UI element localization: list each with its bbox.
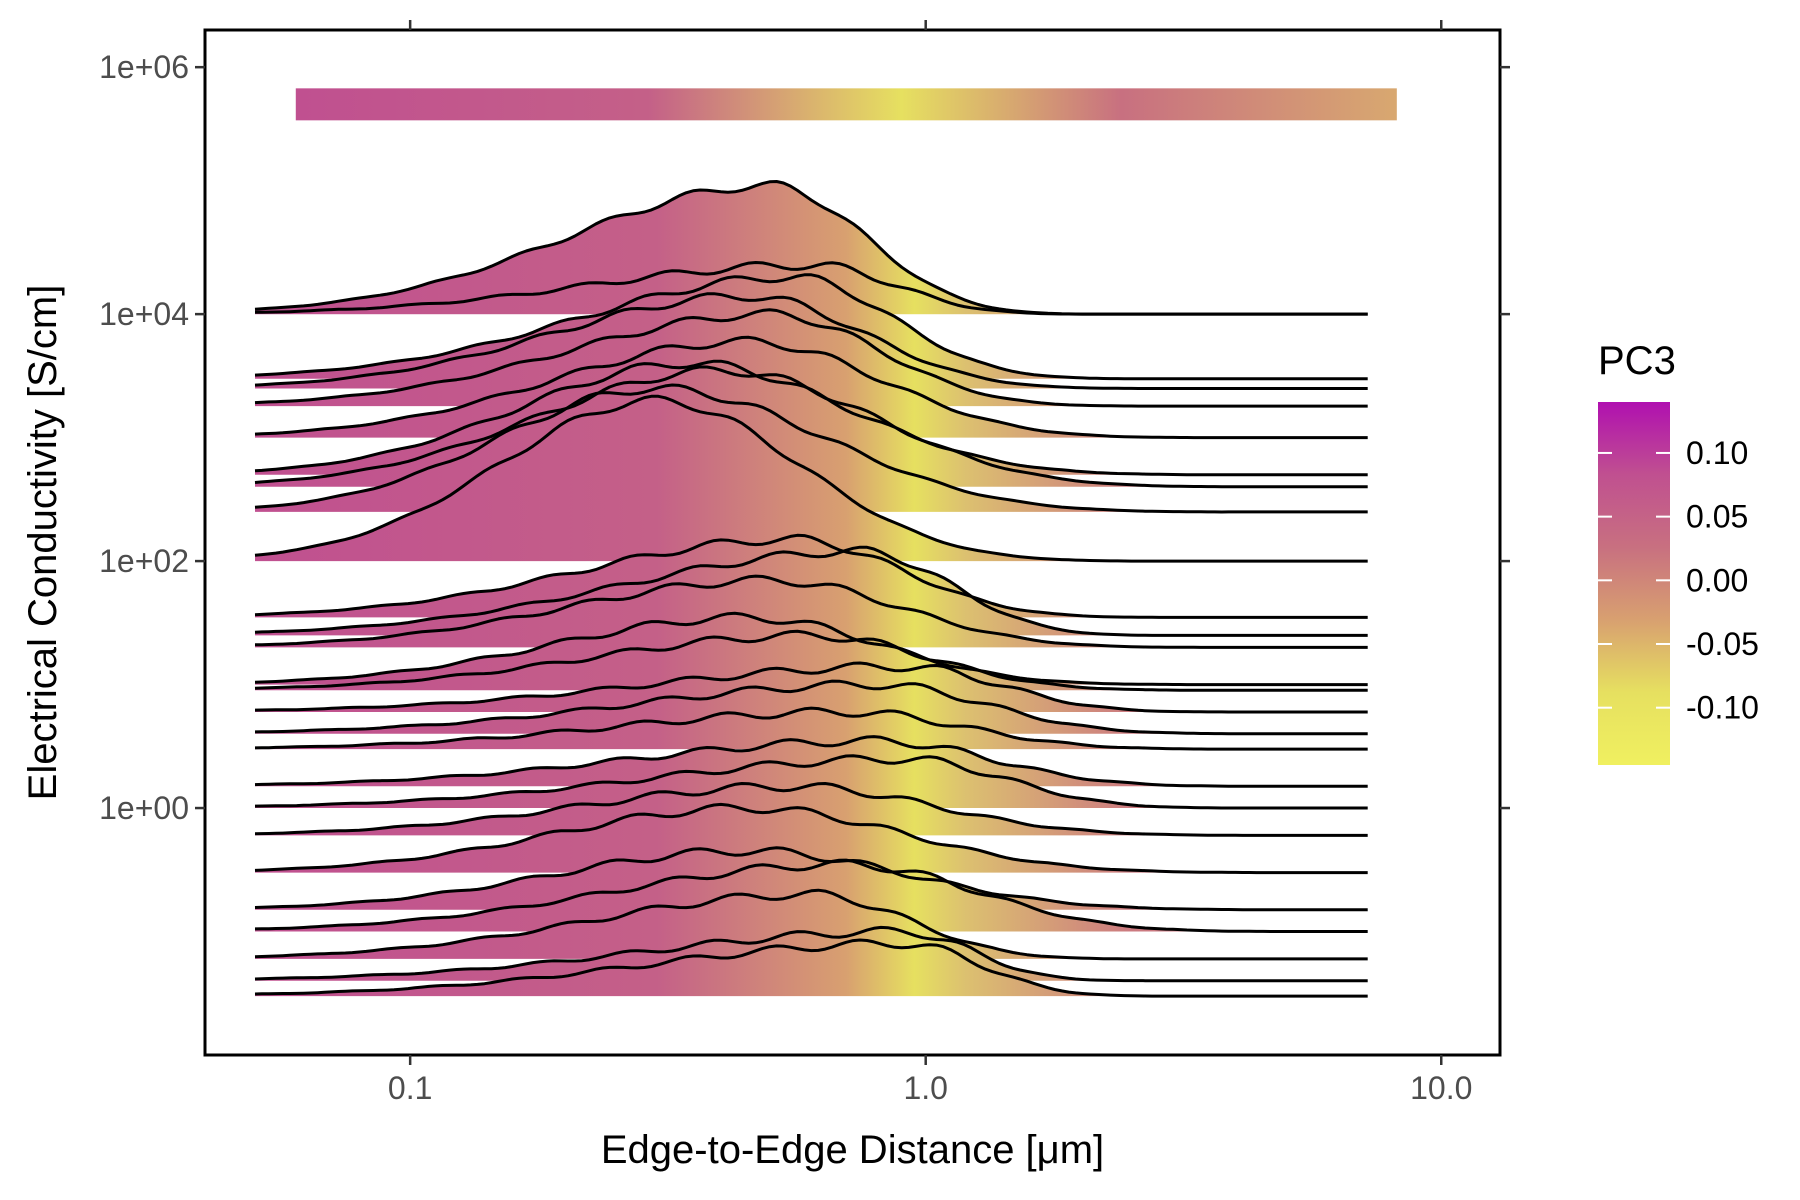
series-fill — [255, 181, 1368, 315]
series-fill — [255, 736, 1368, 787]
series-line — [254, 629, 1368, 692]
legend-tick-label: 0.00 — [1686, 562, 1748, 598]
series-fill — [255, 708, 1368, 750]
series-line — [254, 735, 1368, 788]
series-fill — [255, 396, 1368, 562]
y-tick-label: 1e+06 — [99, 49, 189, 85]
y-axis-title: Electrical Conductivity [S/cm] — [21, 285, 65, 801]
legend-tick-label: -0.05 — [1686, 626, 1759, 662]
series-line — [254, 782, 1368, 837]
series-line — [254, 273, 1368, 381]
series-line — [254, 545, 1368, 637]
series-line — [254, 365, 1368, 489]
series-line — [254, 335, 1368, 440]
legend-colorbar — [1598, 402, 1670, 765]
series-line — [254, 925, 1368, 983]
series-fill — [255, 804, 1368, 873]
series-fill — [255, 755, 1368, 808]
x-axis: 0.1 1.0 10.0 — [388, 20, 1472, 1106]
series-line — [254, 679, 1368, 736]
y-axis: 1e+00 1e+02 1e+04 1e+06 — [99, 49, 1510, 826]
series-line — [254, 394, 1368, 563]
color-band-strip — [295, 88, 1397, 121]
series-line — [254, 846, 1368, 912]
series-fill — [255, 890, 1368, 959]
series-fill — [255, 940, 1368, 997]
series-line — [254, 611, 1368, 687]
plot-panel-border — [203, 28, 1502, 1057]
legend-tick-label: 0.10 — [1686, 435, 1748, 471]
x-tick-label: 0.1 — [388, 1070, 432, 1106]
y-tick-label: 1e+00 — [99, 790, 189, 826]
series-line — [254, 661, 1368, 714]
series-line — [254, 802, 1368, 875]
series-line — [254, 574, 1368, 649]
series-line — [254, 858, 1368, 933]
y-tick-label: 1e+02 — [99, 543, 189, 579]
series-line — [254, 938, 1368, 998]
series-line — [254, 706, 1368, 751]
legend-ticks: 0.10 0.05 0.00 -0.05 -0.10 — [1598, 435, 1759, 726]
x-tick-label: 1.0 — [903, 1070, 947, 1106]
x-axis-title: Edge-to-Edge Distance [μm] — [601, 1128, 1104, 1172]
series-line — [254, 292, 1368, 390]
series-line — [255, 261, 1368, 316]
series-line — [254, 888, 1368, 961]
x-tick-label: 10.0 — [1410, 1070, 1472, 1106]
legend-tick-label: -0.10 — [1686, 690, 1759, 726]
series-fill — [255, 631, 1368, 691]
legend-title: PC3 — [1598, 339, 1676, 383]
series-line — [254, 308, 1368, 408]
y-tick-label: 1e+04 — [99, 296, 189, 332]
series-line — [254, 383, 1368, 514]
series-lines — [254, 180, 1368, 998]
color-band — [295, 88, 1397, 121]
legend: PC3 0.10 0.05 0.00 -0.05 -0.10 — [1598, 339, 1759, 765]
series-line — [254, 754, 1368, 810]
legend-tick-label: 0.05 — [1686, 499, 1748, 535]
series-line — [254, 533, 1368, 619]
series-fill — [255, 576, 1368, 648]
